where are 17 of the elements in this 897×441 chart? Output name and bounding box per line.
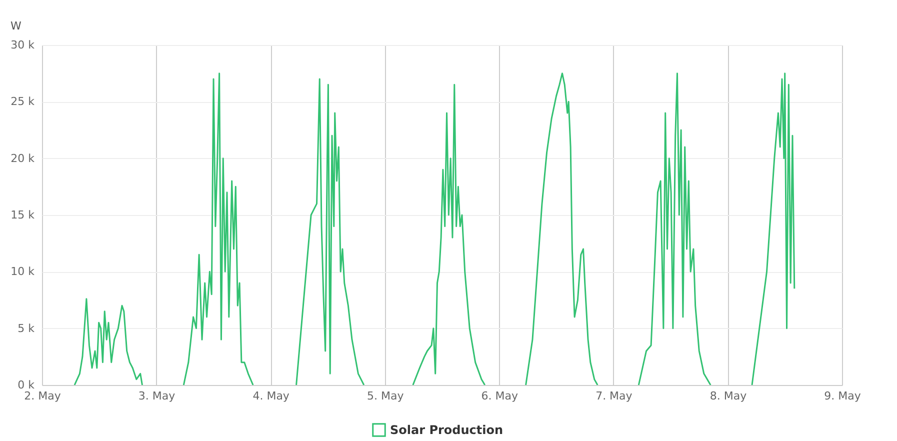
- x-tick-label: 4. May: [252, 390, 290, 402]
- y-tick-label: 15 k: [10, 208, 36, 222]
- x-tick-label: 2. May: [24, 390, 62, 402]
- y-axis-title: W: [10, 20, 22, 32]
- x-tick-label: 5. May: [366, 390, 404, 402]
- y-tick-label: 10 k: [10, 265, 36, 278]
- y-tick-label: 30 k: [10, 38, 36, 52]
- legend-label: Solar Production: [390, 423, 504, 437]
- x-tick-label: 3. May: [138, 390, 176, 402]
- y-tick-label: 0 k: [18, 378, 36, 392]
- y-tick-label: 5 k: [18, 322, 36, 335]
- x-tick-label: 8. May: [710, 390, 748, 402]
- y-tick-label: 25 k: [10, 95, 36, 108]
- y-tick-label: 20 k: [10, 152, 36, 165]
- x-tick-label: 7. May: [596, 390, 633, 402]
- x-tick-label: 9. May: [824, 390, 862, 402]
- x-tick-label: 6. May: [481, 390, 518, 402]
